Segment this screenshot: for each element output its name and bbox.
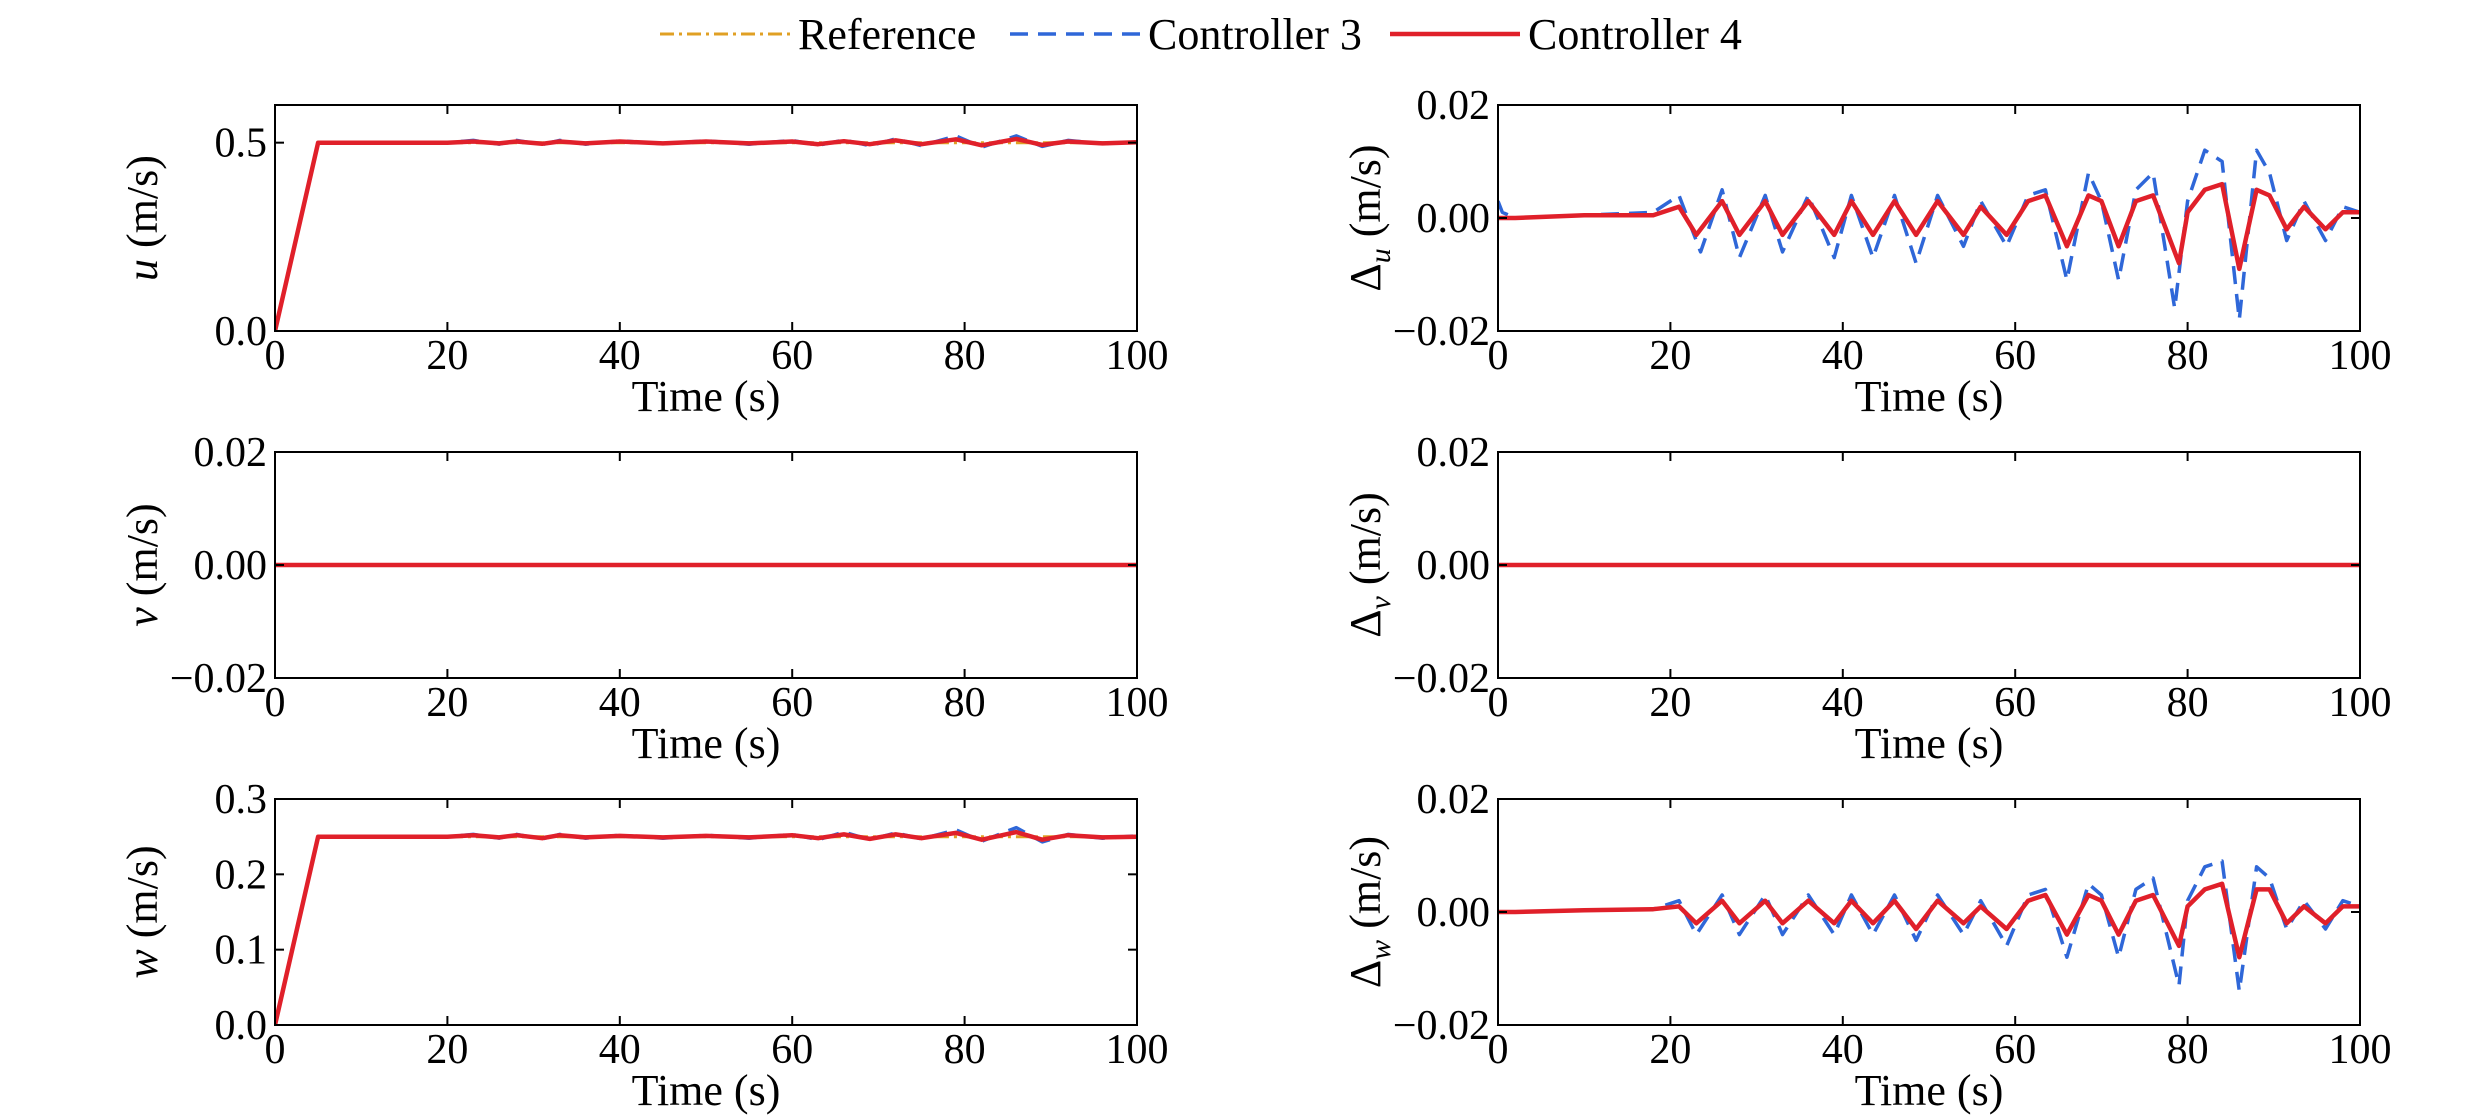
x-tick-label: 60 [1994, 680, 2036, 726]
x-tick-label: 40 [1822, 680, 1864, 726]
series-line-controller-4 [275, 829, 1137, 1026]
series-group [1498, 859, 2360, 993]
y-tick-label: 0.00 [1417, 543, 1491, 589]
panels: 0 20 40 60 80 100 0.0 0.5 Time (s) u (m/s) 0 20 40 60… [118, 83, 2392, 1115]
x-tick-label: 0 [265, 1027, 286, 1073]
legend-entry: Controller 4 [1390, 10, 1742, 59]
y-axis-label: Δu (m/s) [1341, 144, 1397, 291]
x-tick-label: 20 [1649, 680, 1691, 726]
y-tick-label: 0.02 [1417, 777, 1491, 823]
x-tick-label: 80 [2167, 680, 2209, 726]
y-tick-label: −0.02 [1393, 656, 1490, 702]
y-tick-label: 0.02 [1417, 83, 1491, 129]
y-axis-label: Δw (m/s) [1341, 836, 1397, 988]
y-tick-label: 0.3 [215, 777, 268, 823]
x-tick-label: 100 [1106, 333, 1169, 379]
series-line-controller-4 [1498, 181, 2360, 272]
panel-dw: 0 20 40 60 80 100 −0.02 0.00 0.02 Time (s) Δw (m/s… [1341, 777, 2392, 1115]
legend-entry: Reference [660, 10, 976, 59]
x-tick-label: 0 [1488, 333, 1509, 379]
x-tick-label: 100 [2329, 680, 2392, 726]
x-tick-label: 20 [1649, 1027, 1691, 1073]
series-line-controller-3 [275, 825, 1137, 1026]
y-axis-label: Δv (m/s) [1341, 492, 1397, 638]
series-line-controller-4 [1498, 881, 2360, 960]
y-tick-label: 0.00 [1417, 196, 1491, 242]
x-tick-label: 40 [599, 333, 641, 379]
y-tick-label: 0.5 [215, 121, 268, 167]
series-group [275, 134, 1137, 332]
y-tick-label: 0.2 [215, 852, 268, 898]
panel-du: 0 20 40 60 80 100 −0.02 0.00 0.02 Time (s) Δu (m/s… [1341, 83, 2392, 421]
x-tick-label: 80 [944, 1027, 986, 1073]
x-tick-label: 0 [1488, 1027, 1509, 1073]
x-tick-label: 80 [2167, 333, 2209, 379]
y-tick-label: −0.02 [1393, 1003, 1490, 1049]
x-tick-label: 60 [1994, 333, 2036, 379]
x-axis-label: Time (s) [632, 719, 781, 768]
series-group [275, 825, 1137, 1026]
y-tick-label: 0.0 [215, 1003, 268, 1049]
series-line-reference [275, 835, 1137, 1026]
y-tick-label: 0.00 [194, 543, 268, 589]
panel-u: 0 20 40 60 80 100 0.0 0.5 Time (s) u (m/s) [118, 104, 1169, 421]
x-tick-label: 20 [426, 680, 468, 726]
legend-entry: Controller 3 [1010, 10, 1362, 59]
x-tick-label: 20 [426, 1027, 468, 1073]
legend: Reference Controller 3 Controller 4 [660, 10, 1742, 59]
legend-label: Reference [798, 10, 976, 59]
x-tick-label: 80 [2167, 1027, 2209, 1073]
x-tick-label: 20 [426, 333, 468, 379]
x-tick-label: 60 [1994, 1027, 2036, 1073]
x-tick-label: 40 [1822, 1027, 1864, 1073]
y-tick-label: 0.00 [1417, 890, 1491, 936]
x-tick-label: 20 [1649, 333, 1691, 379]
x-tick-label: 100 [1106, 1027, 1169, 1073]
y-tick-label: 0.1 [215, 928, 268, 974]
y-axis-label: u (m/s) [118, 155, 167, 281]
x-tick-label: 0 [265, 680, 286, 726]
panel-v: 0 20 40 60 80 100 −0.02 0.00 0.02 Time (s) v (m/s) [118, 430, 1169, 768]
series-line-reference [275, 141, 1137, 332]
x-axis-label: Time (s) [1855, 1066, 2004, 1115]
series-group [1498, 148, 2360, 322]
legend-label: Controller 3 [1148, 10, 1362, 59]
x-tick-label: 100 [1106, 680, 1169, 726]
y-tick-label: −0.02 [170, 656, 267, 702]
plot-frame [274, 798, 1138, 1026]
x-axis-label: Time (s) [632, 372, 781, 421]
y-tick-label: 0.02 [1417, 430, 1491, 476]
x-tick-label: 60 [771, 333, 813, 379]
x-axis-label: Time (s) [1855, 719, 2004, 768]
x-tick-label: 80 [944, 680, 986, 726]
series-line-controller-3 [275, 134, 1137, 332]
x-axis-label: Time (s) [632, 1066, 781, 1115]
x-tick-label: 60 [771, 1027, 813, 1073]
y-axis-label: w (m/s) [118, 845, 167, 978]
x-tick-label: 40 [1822, 333, 1864, 379]
y-axis-label: v (m/s) [118, 503, 167, 626]
x-tick-label: 0 [265, 333, 286, 379]
panel-dv: 0 20 40 60 80 100 −0.02 0.00 0.02 Time (s) Δv (m/s… [1341, 430, 2392, 768]
y-tick-label: 0.02 [194, 430, 268, 476]
y-tick-label: 0.0 [215, 309, 268, 355]
panel-w: 0 20 40 60 80 100 0.0 0.1 0.2 0.3 Time (s) w (m/s) [118, 777, 1169, 1115]
x-tick-label: 40 [599, 1027, 641, 1073]
x-tick-label: 60 [771, 680, 813, 726]
x-tick-label: 100 [2329, 1027, 2392, 1073]
legend-label: Controller 4 [1528, 10, 1742, 59]
y-tick-label: −0.02 [1393, 309, 1490, 355]
x-tick-label: 40 [599, 680, 641, 726]
series-line-controller-4 [275, 136, 1137, 332]
plot-frame [274, 104, 1138, 332]
x-tick-label: 80 [944, 333, 986, 379]
x-axis-label: Time (s) [1855, 372, 2004, 421]
x-tick-label: 0 [1488, 680, 1509, 726]
x-tick-label: 100 [2329, 333, 2392, 379]
